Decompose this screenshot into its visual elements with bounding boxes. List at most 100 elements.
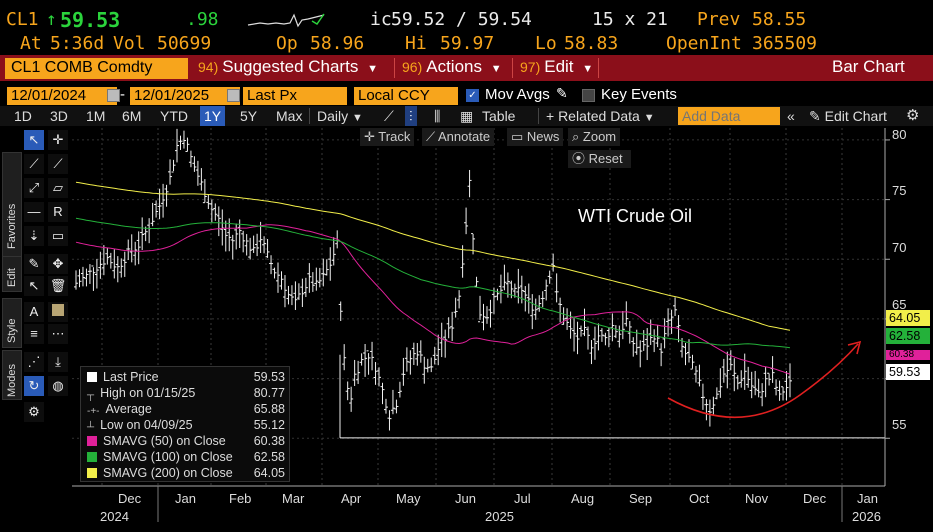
range-ytd[interactable]: YTD (160, 108, 188, 124)
price-field-select[interactable]: Last Px (243, 87, 347, 105)
track-button[interactable]: ✛ Track (360, 128, 415, 146)
gear-icon[interactable]: ⚙ (24, 402, 44, 422)
bid-ask: 59.52 / 59.54 (391, 9, 532, 30)
fib-icon[interactable]: ⇣ (24, 226, 44, 246)
chart-annotation-text[interactable]: WTI Crude Oil (578, 206, 693, 226)
line-chart-icon[interactable]: ⟋ (384, 108, 394, 124)
trendline-icon[interactable]: ⟋ (24, 154, 44, 174)
rectangle-icon[interactable]: ▭ (48, 226, 68, 246)
line-weight-icon[interactable]: ≡ (24, 324, 44, 344)
up-arrow-icon: ↑ (46, 9, 57, 30)
x-tick-label: Jun (455, 491, 476, 506)
actions-label: Actions (426, 57, 482, 76)
legend-row-average[interactable]: -+- Average 65.88 (87, 401, 287, 417)
legend-label: SMAVG (50) on Close (103, 434, 226, 448)
legend-value: 60.38 (253, 434, 285, 448)
move-icon[interactable]: ✥ (48, 254, 68, 274)
vol-label: Vol (113, 33, 146, 54)
pencil-icon[interactable]: ✎ (556, 85, 568, 101)
magnet-icon[interactable]: ⤓ (48, 352, 68, 372)
high-label: Hi (405, 33, 427, 54)
add-data-input[interactable] (678, 107, 780, 125)
related-data-label: + Related Data (546, 108, 640, 124)
legend-row-low[interactable]: ┴ Low on 04/09/25 55.12 (87, 417, 287, 433)
cycle-icon[interactable]: ↻ (24, 376, 44, 396)
segment-icon[interactable]: ⤢ (24, 178, 44, 198)
range-6m[interactable]: 6M (122, 108, 142, 124)
period-select[interactable]: Daily ▼ (313, 106, 367, 126)
vol-value: 50699 (157, 33, 212, 54)
legend-value: 62.58 (253, 450, 285, 464)
legend-label: Low on 04/09/25 (100, 418, 193, 432)
range-1d[interactable]: 1D (14, 108, 32, 124)
key-events-checkbox[interactable] (582, 89, 595, 102)
crosshair-icon[interactable]: ✛ (48, 130, 68, 150)
chart-type-label[interactable]: Bar Chart (832, 57, 905, 76)
line-style-icon[interactable]: ⋯ (48, 324, 68, 344)
suggested-charts-button[interactable]: 94) Suggested Charts ▼ (194, 56, 382, 80)
select-icon[interactable]: ↖ (24, 276, 44, 296)
trash-icon[interactable]: 🗑 (48, 276, 68, 296)
start-date-field[interactable]: 12/01/2024 (7, 87, 117, 105)
edit-chart-button[interactable]: ✎ Edit Chart (805, 106, 891, 126)
actions-button[interactable]: 96) Actions ▼ (398, 56, 506, 80)
font-icon[interactable]: A (24, 302, 44, 322)
style-tab-label: Style (6, 318, 18, 343)
annotate-button[interactable]: ⟋ Annotate (422, 128, 495, 146)
reset-button[interactable]: ⦿ Reset (568, 150, 631, 168)
related-data-button[interactable]: + Related Data ▼ (542, 106, 659, 126)
calendar-icon[interactable] (227, 89, 240, 102)
end-date-field[interactable]: 12/01/2025 (130, 87, 240, 105)
palette-icon[interactable]: ◍ (48, 376, 68, 396)
pointer-icon[interactable]: ↖ (24, 130, 44, 150)
style-tab[interactable]: Style (2, 298, 22, 348)
edit-button[interactable]: 97) Edit ▼ (516, 56, 597, 80)
legend-row-sma200[interactable]: SMAVG (200) on Close 64.05 (87, 465, 287, 481)
brush-icon[interactable]: ✎ (24, 254, 44, 274)
zoom-button[interactable]: ⌕ Zoom (568, 128, 621, 146)
horizontal-line-icon[interactable]: — (24, 202, 44, 222)
modes-tab[interactable]: Modes (2, 350, 22, 400)
calendar-icon[interactable] (107, 89, 120, 102)
legend-row-last-price[interactable]: Last Price 59.53 (87, 369, 287, 385)
collapse-icon[interactable]: « (787, 108, 795, 124)
regression-icon[interactable]: R (48, 202, 68, 222)
range-3d[interactable]: 3D (50, 108, 68, 124)
last-price: 59.53 (60, 8, 121, 32)
legend-value: 65.88 (253, 402, 285, 416)
candle-chart-icon[interactable]: ⫼ (434, 108, 441, 124)
currency-select[interactable]: Local CCY (354, 87, 458, 105)
table-button[interactable]: Table (482, 108, 516, 124)
swatch-icon (87, 436, 97, 446)
legend-value: 64.05 (253, 466, 285, 480)
zoom-label: Zoom (582, 129, 617, 144)
fill-color-icon[interactable] (48, 302, 68, 322)
legend-row-high[interactable]: ┬ High on 01/15/25 80.77 (87, 385, 287, 401)
legend-row-sma50[interactable]: SMAVG (50) on Close 60.38 (87, 433, 287, 449)
sma200-price-tag: 64.05 (886, 310, 930, 326)
news-button[interactable]: ▭ News (507, 128, 564, 146)
x-tick-label: Feb (229, 491, 252, 506)
range-1m[interactable]: 1M (86, 108, 106, 124)
range-max[interactable]: Max (276, 108, 303, 124)
mov-avgs-label: Mov Avgs (485, 86, 550, 103)
range-5y[interactable]: 5Y (240, 108, 258, 124)
sma-line-50 (75, 224, 791, 375)
sma50-price-tag: 60.38 (886, 350, 930, 360)
favorites-tab[interactable]: Favorites (2, 152, 22, 262)
legend-row-sma100[interactable]: SMAVG (100) on Close 62.58 (87, 449, 287, 465)
channel-icon[interactable]: ▱ (48, 178, 68, 198)
prev-value: 58.55 (752, 9, 807, 30)
range-1y[interactable]: 1Y (200, 106, 226, 126)
edit-tab[interactable]: Edit (2, 256, 22, 292)
security-field[interactable]: CL1 COMB Comdty (5, 58, 188, 79)
ticker-label[interactable]: CL1 (6, 9, 39, 30)
table-icon[interactable]: ▦ (460, 108, 474, 124)
ray-icon[interactable]: ⟋ (48, 154, 68, 174)
gear-icon[interactable]: ⚙ (906, 107, 920, 124)
x-tick-label: May (396, 491, 421, 506)
bar-chart-icon[interactable]: ⫶ (405, 106, 417, 126)
mov-avgs-checkbox[interactable]: ✓ (466, 89, 479, 102)
moving-averages (75, 181, 791, 375)
dotted-line-icon[interactable]: ⋰ (24, 352, 44, 372)
